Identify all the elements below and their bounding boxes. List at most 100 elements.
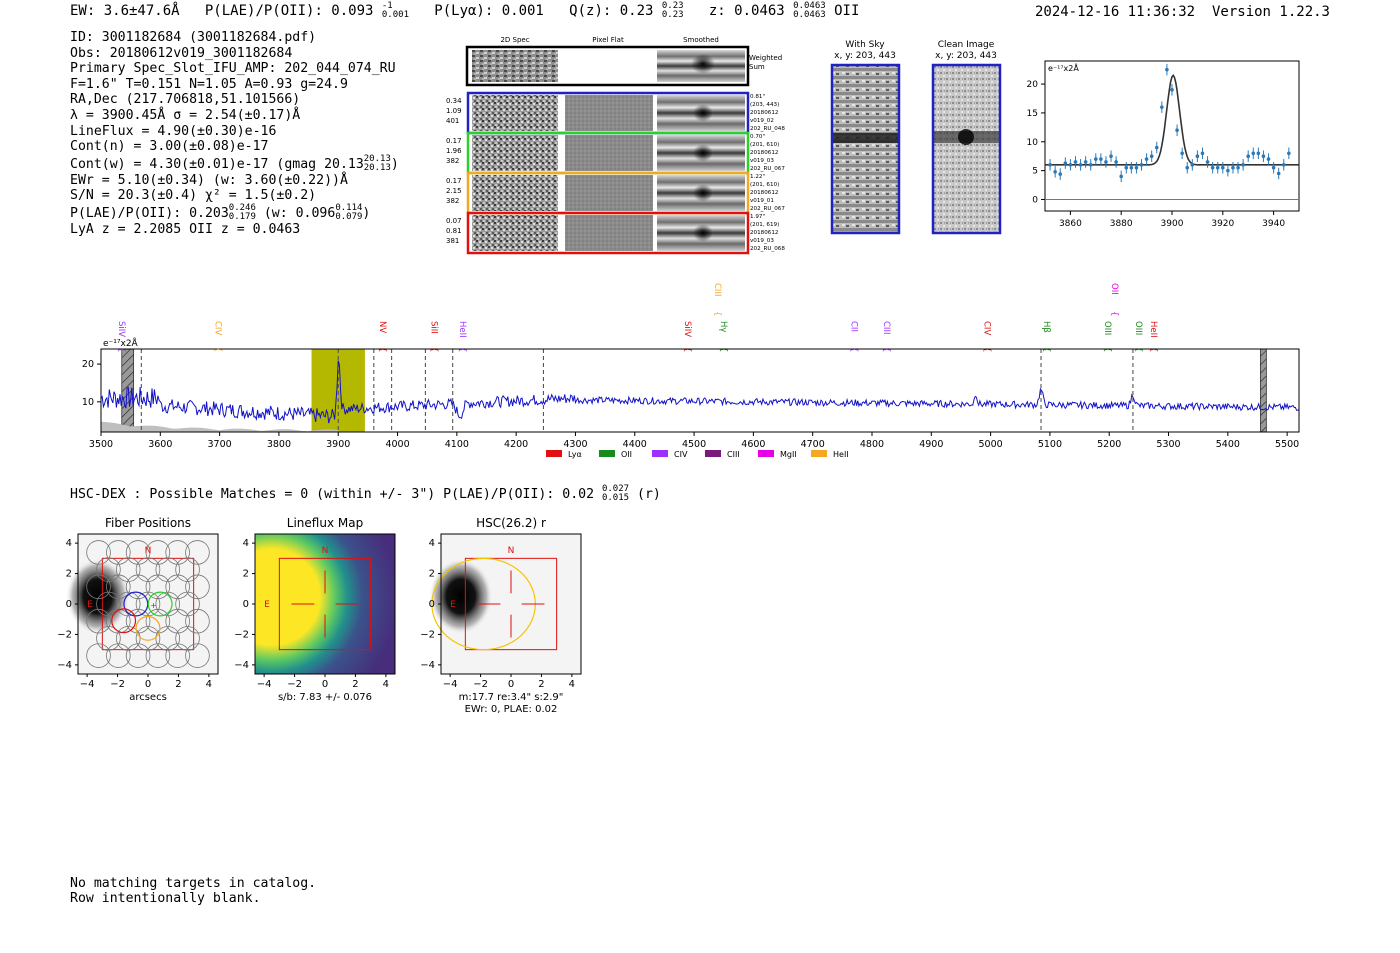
- info-ewr: EWr = 5.10(±0.34) (w: 3.60(±0.22))Å: [70, 172, 348, 188]
- cutout-right-label: v019_02: [750, 118, 774, 124]
- fiber-circle: [145, 643, 171, 668]
- cutout-2d: [472, 135, 558, 171]
- center-mark: +: [150, 601, 157, 610]
- z-line: OII: [834, 3, 860, 19]
- cutout-right-label: v019_01: [750, 198, 774, 204]
- cutout-left-label: 2.15: [446, 187, 462, 195]
- detection-info: ID: 3001182684 (3001182684.pdf) Obs: 201…: [70, 30, 399, 238]
- weighted-sum-frame: [465, 45, 750, 87]
- fit-data-point: [1195, 154, 1200, 158]
- fit-data-point: [1241, 163, 1245, 167]
- emission-line-label: CIII: [881, 321, 891, 334]
- col-pixel-flat: Pixel Flat: [592, 36, 624, 44]
- info-plae-row: P(LAE)/P(OII): 0.203 0.246 0.179 (w: 0.096…: [70, 202, 371, 222]
- clean-image-title: Clean Image: [938, 40, 995, 50]
- legend-swatch: [546, 450, 562, 457]
- map-ytick-label: −4: [234, 660, 249, 671]
- cutout-left-label: 0.34: [446, 97, 462, 105]
- cutout-right-label: 1.97": [750, 214, 765, 220]
- fiber-circle: [115, 626, 141, 651]
- info-id: ID: 3001182684 (3001182684.pdf): [70, 30, 317, 45]
- emission-line-label: OIII: [1133, 321, 1143, 335]
- map-title: HSC(26.2) r: [476, 516, 546, 530]
- emission-line-bracket: {: [982, 347, 992, 352]
- map-xtick-label: −2: [110, 679, 125, 690]
- selected-fiber: [135, 615, 161, 641]
- info-params: F=1.6" T=0.151 N=1.05 A=0.93 g=24.9: [70, 76, 348, 92]
- cutout-row: 0.07 0.81 381 1.97" (201, 619) 20180612 v019_0…: [446, 211, 785, 255]
- fit-data-point: [1073, 160, 1078, 164]
- hsc-summary-text: HSC-DEX : Possible Matches = 0 (within +…: [70, 487, 595, 502]
- plae-value: P(LAE)/P(OII): 0.093: [204, 3, 374, 19]
- fit-axes-frame: [1044, 60, 1300, 212]
- spectrum-xtick-label: 3800: [267, 439, 291, 450]
- spectrum-sky-fill: [101, 421, 339, 432]
- maps-row: Fiber Positions + N E −4 4 −2 2 0 0 2 −2 4 −4 arcsecs L…: [57, 516, 582, 715]
- plae-a-hi: 0.246: [228, 202, 256, 213]
- note-line-1: No matching targets in catalog.: [70, 876, 317, 891]
- emission-line-bracket: {: [718, 347, 728, 352]
- fit-ytick-label: 10: [1027, 138, 1039, 148]
- fit-data-point: [1226, 168, 1230, 173]
- emission-line-label: CII: [848, 321, 858, 332]
- info-contw: Cont(w) = 4.30(±0.01)e-17 (gmag 20.13: [70, 156, 364, 172]
- spectrum-xtick-label: 5400: [1216, 439, 1240, 450]
- emission-line-bracket: {: [457, 347, 467, 352]
- timestamp: 2024-12-16 11:36:32: [1034, 4, 1196, 20]
- cutout-source: [693, 184, 713, 202]
- cutout-right-label: 202_RU_067: [750, 166, 785, 172]
- spectrum-xtick-label: 4300: [563, 439, 587, 450]
- map-xtick-label: 2: [352, 679, 358, 690]
- cutout-flat: [565, 135, 653, 171]
- cutout-left-label: 0.17: [446, 137, 462, 145]
- fiber-circle: [185, 574, 210, 600]
- selected-fiber: [123, 591, 149, 617]
- clean-image-xy: x, y: 203, 443: [935, 51, 997, 61]
- fiber-circle: [185, 643, 210, 668]
- cutout-source: [693, 144, 713, 162]
- fit-data-point: [1149, 154, 1154, 158]
- fit-xtick-label: 3940: [1262, 219, 1285, 229]
- spectrum-xtick-label: 5100: [1038, 439, 1062, 450]
- cutout-right-label: 20180612: [750, 110, 778, 116]
- emission-line-bracket: {: [377, 347, 387, 352]
- legend-swatch: [652, 450, 668, 457]
- map-title: Fiber Positions: [105, 516, 191, 530]
- spectrum-xtick-label: 5000: [979, 439, 1003, 450]
- note-line-2: Row intentionally blank.: [70, 891, 261, 906]
- version: Version 1.22.3: [1211, 4, 1330, 20]
- cutout-left-label: 0.81: [446, 227, 462, 235]
- fit-data-point: [1048, 163, 1052, 167]
- east-label: E: [264, 600, 270, 610]
- cutout-left-label: 382: [446, 157, 459, 165]
- cutout-flat: [565, 215, 653, 251]
- cutout-left-label: 401: [446, 117, 459, 125]
- fit-data-point: [1160, 105, 1164, 109]
- map-xtick-label: −4: [257, 679, 272, 690]
- map-ytick-label: 4: [243, 538, 249, 549]
- legend-label: HeII: [833, 450, 849, 459]
- info-radec: RA,Dec (217.706818,51.101566): [70, 92, 301, 108]
- spectrum-xtick-label: 4900: [919, 439, 943, 450]
- info-contn: Cont(n) = 3.00(±0.08)e-17: [70, 139, 269, 155]
- cutout-flat: [565, 95, 653, 131]
- weighted-sum-row: Weighted Sum: [465, 45, 782, 87]
- fiber-circle: [125, 540, 151, 565]
- fit-ytick-label: 15: [1027, 109, 1038, 119]
- plya-value: P(Lyα): 0.001: [434, 3, 544, 19]
- legend-label: CIII: [727, 450, 740, 459]
- fit-data-point: [1068, 163, 1073, 167]
- fiber-circle: [86, 574, 111, 600]
- weighted-2d: [472, 50, 558, 82]
- fit-data-point: [1129, 165, 1134, 170]
- fit-data-point: [1281, 163, 1286, 167]
- selected-fiber: [111, 608, 137, 634]
- clean-source: [958, 129, 974, 145]
- galaxy-source: [428, 558, 493, 635]
- emission-line-label: CIII: [712, 283, 722, 296]
- east-label: E: [450, 600, 456, 610]
- summary-bar: EW: 3.6±47.6Å P(LAE)/P(OII): 0.093 -1 0.0…: [70, 2, 859, 20]
- north-label: N: [322, 546, 329, 556]
- cutout-right-label: v019_03: [750, 238, 774, 244]
